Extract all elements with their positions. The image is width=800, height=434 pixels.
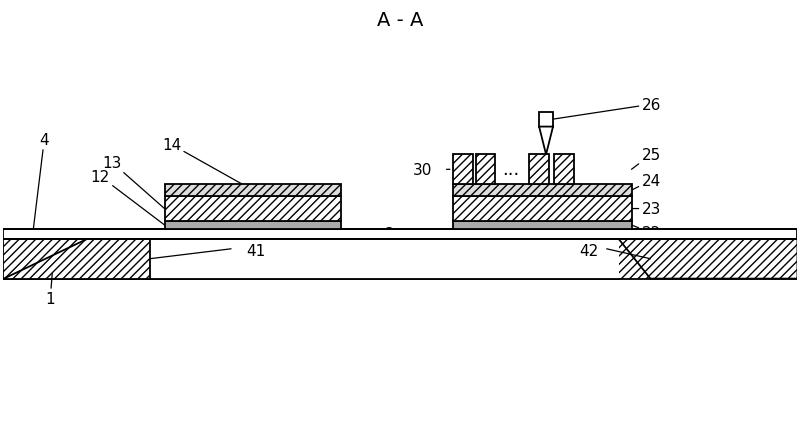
Bar	[150, 239, 618, 279]
Text: 42: 42	[579, 244, 598, 259]
Text: 2: 2	[386, 227, 395, 242]
Text: A - A: A - A	[377, 11, 423, 30]
Text: 24: 24	[631, 173, 661, 191]
Polygon shape	[2, 239, 798, 279]
Text: ...: ...	[502, 161, 519, 179]
Bar	[539, 112, 553, 127]
Bar	[165, 197, 342, 221]
Text: 14: 14	[162, 138, 253, 191]
Bar	[453, 221, 631, 230]
Text: 1: 1	[46, 274, 55, 306]
Text: 30: 30	[413, 162, 432, 178]
Polygon shape	[2, 239, 150, 279]
Bar	[475, 155, 495, 185]
Text: 13: 13	[102, 155, 165, 209]
Bar	[453, 197, 631, 221]
Text: 41: 41	[246, 244, 266, 259]
Bar	[165, 221, 342, 230]
Bar	[2, 230, 798, 239]
Bar	[453, 155, 473, 185]
Bar	[453, 185, 631, 197]
Text: 25: 25	[631, 148, 661, 170]
Text: 12: 12	[90, 169, 165, 225]
Polygon shape	[618, 239, 798, 279]
Text: 26: 26	[553, 98, 661, 120]
Bar	[529, 155, 549, 185]
Text: 23: 23	[631, 201, 661, 217]
Bar	[165, 185, 342, 197]
Polygon shape	[539, 127, 553, 155]
Text: 22: 22	[631, 225, 661, 241]
Bar	[554, 155, 574, 185]
Text: 4: 4	[32, 133, 49, 237]
